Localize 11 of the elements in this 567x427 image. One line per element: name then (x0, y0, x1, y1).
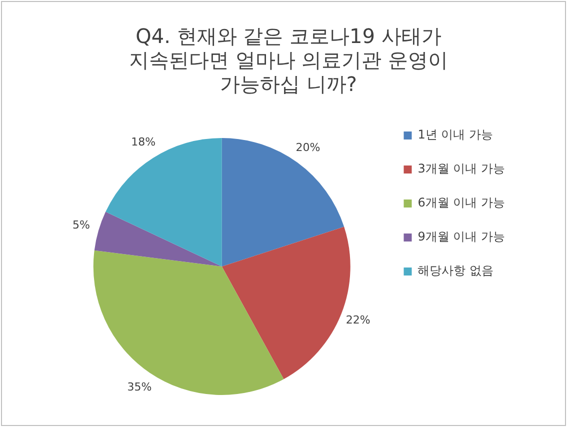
legend-label: 1년 이내 가능 (418, 128, 493, 142)
chart-title: Q4. 현재와 같은 코로나19 사태가 지속된다면 얼마나 의료기관 운영이 가능하십 니까? (128, 24, 448, 96)
data-label: 20% (296, 140, 320, 154)
data-label: 18% (131, 136, 156, 149)
legend-label: 9개월 이내 가능 (418, 230, 505, 244)
data-label: 5% (72, 218, 90, 232)
legend-label: 해당사항 없음 (418, 264, 494, 278)
data-label: 35% (127, 380, 152, 394)
legend-label: 3개월 이내 가능 (418, 162, 505, 176)
data-label: 22% (346, 313, 370, 326)
legend-label: 6개월 이내 가능 (418, 196, 505, 210)
